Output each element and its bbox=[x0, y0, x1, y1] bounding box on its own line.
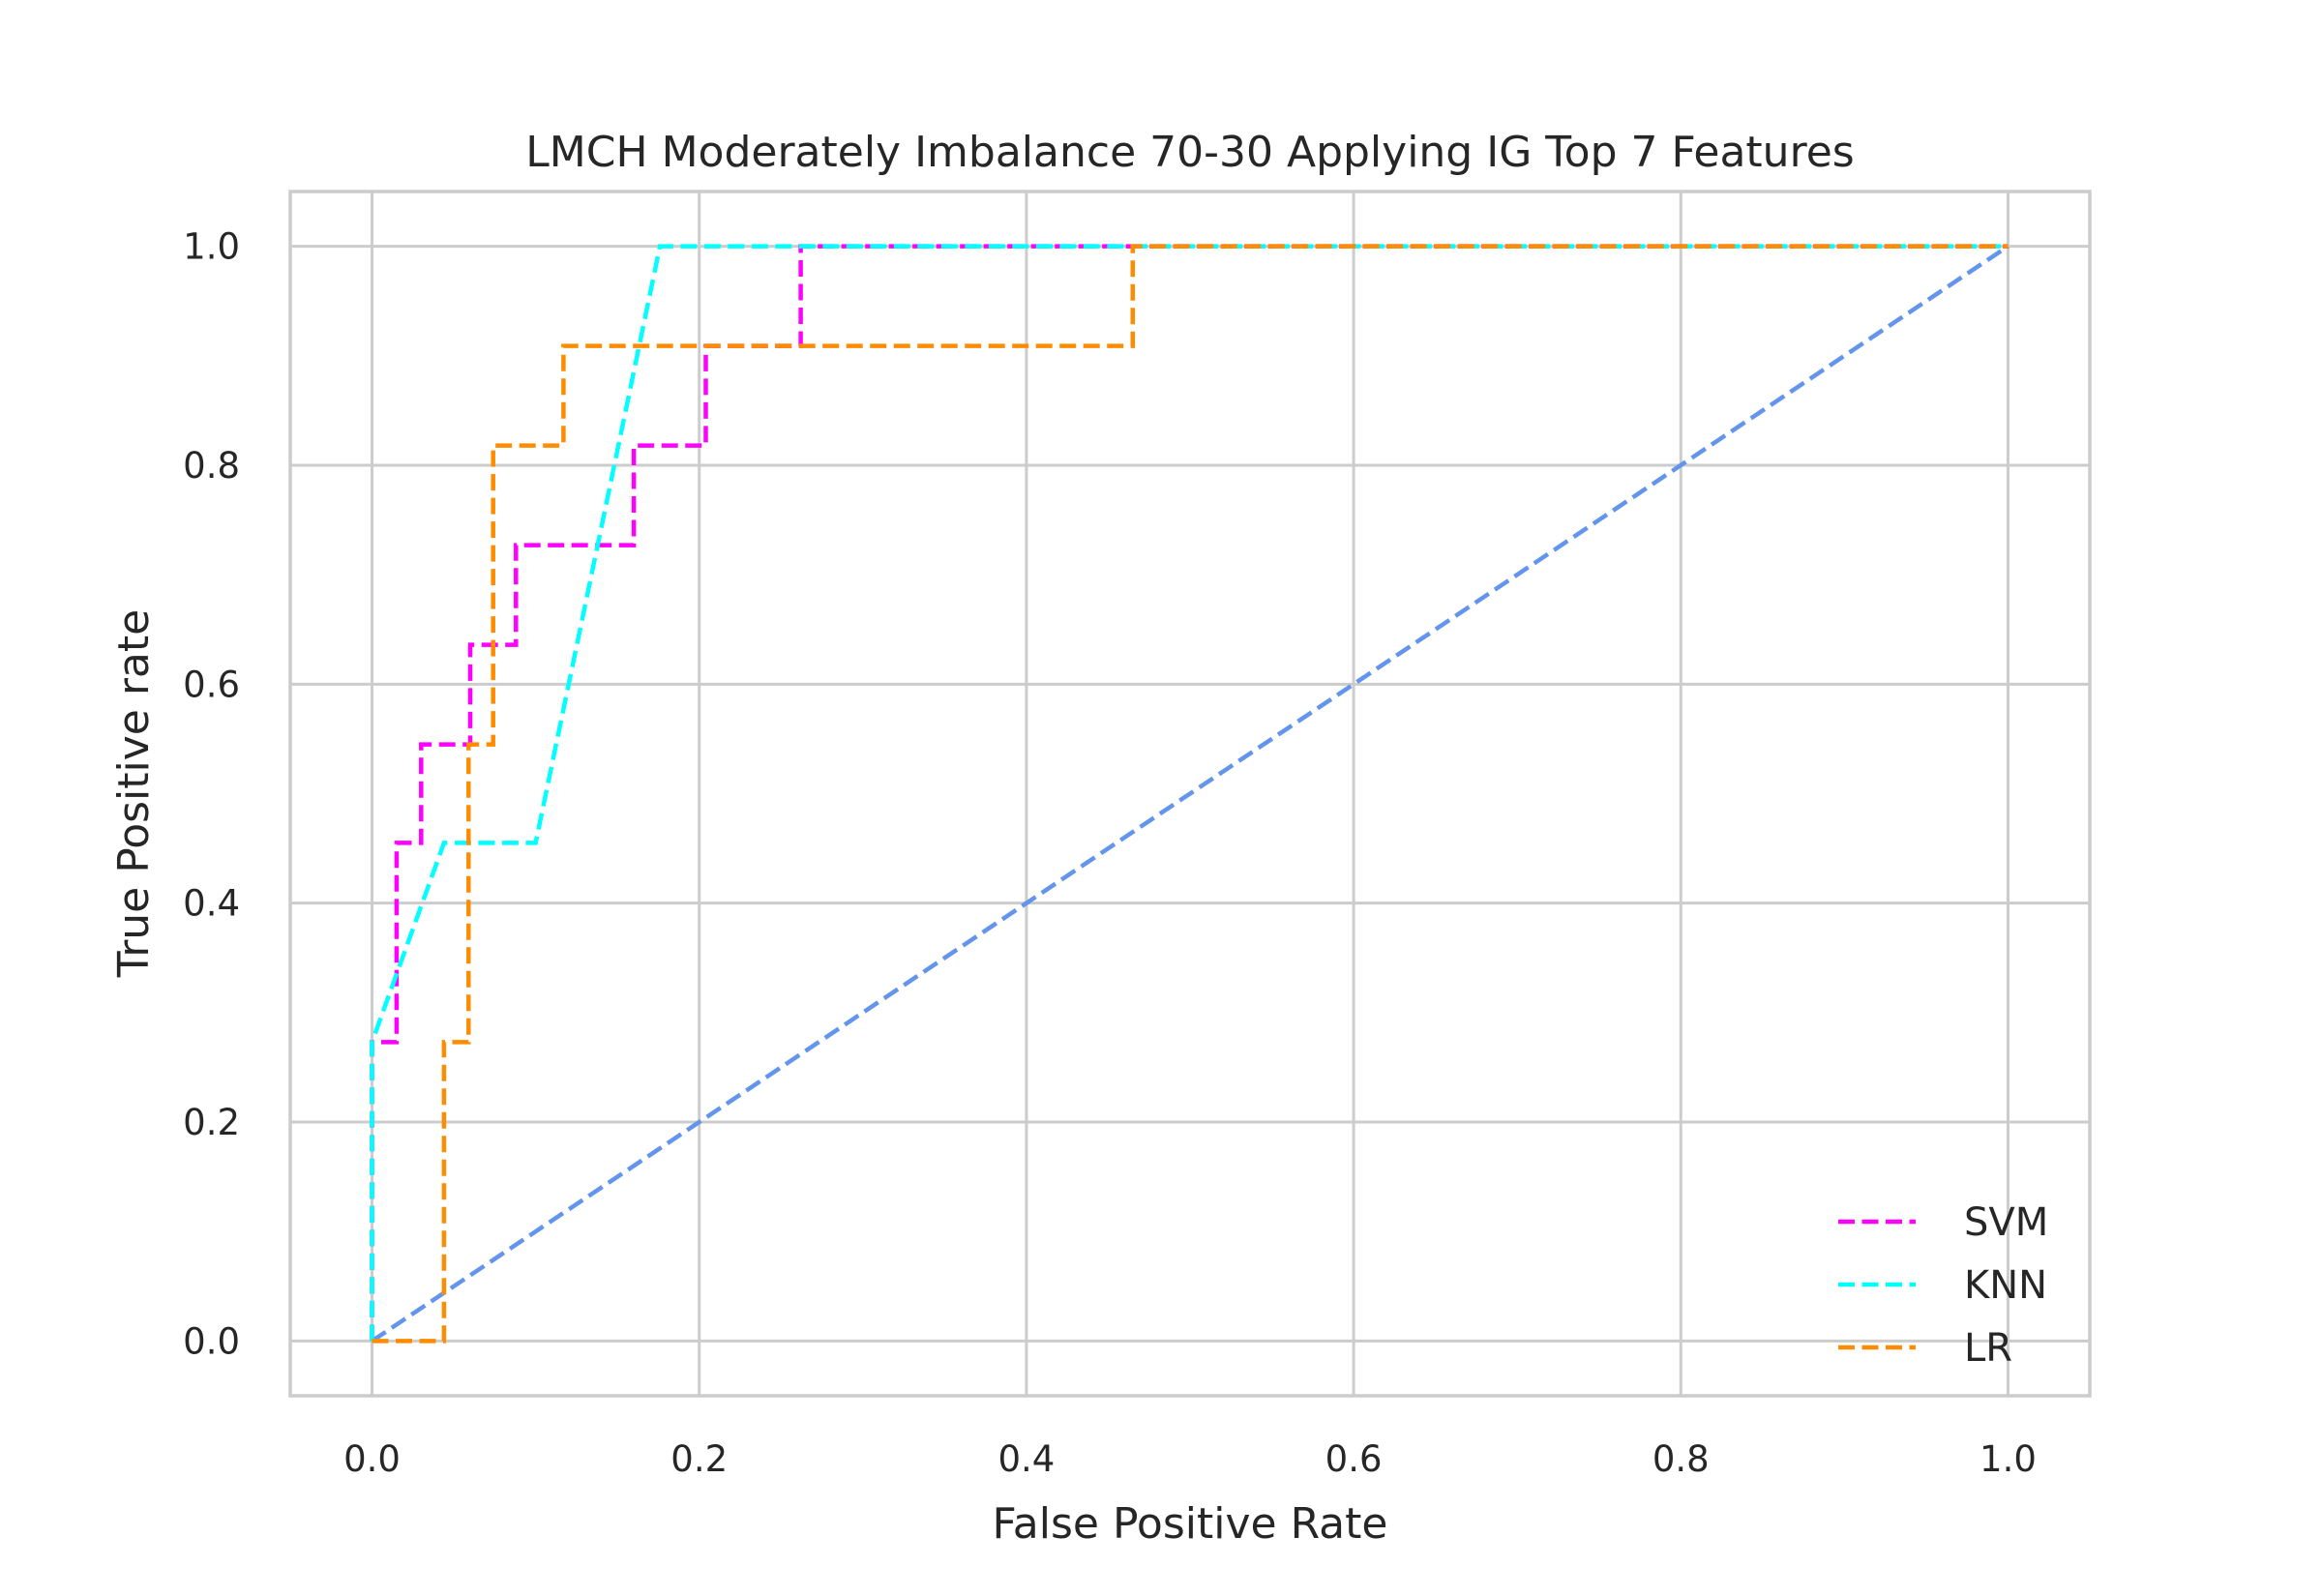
series-line-lr bbox=[372, 244, 2009, 1344]
legend-label-svm: SVM bbox=[1964, 1200, 2048, 1245]
series-lines bbox=[370, 244, 2009, 1344]
y-tick-label: 0.8 bbox=[183, 445, 240, 487]
grid bbox=[290, 192, 2090, 1396]
series-line-knn bbox=[370, 244, 2009, 1342]
chart-title: LMCH Moderately Imbalance 70-30 Applying… bbox=[525, 128, 1854, 177]
x-tick-labels: 0.0 0.2 0.4 0.6 0.8 1.0 bbox=[343, 1438, 2037, 1480]
x-tick-label: 0.8 bbox=[1652, 1438, 1710, 1480]
y-axis-label: True Positive rate bbox=[109, 609, 159, 978]
y-tick-label: 0.2 bbox=[183, 1102, 240, 1143]
plot-frame bbox=[288, 190, 2092, 1398]
x-tick-label: 0.2 bbox=[670, 1438, 728, 1480]
legend-label-knn: KNN bbox=[1964, 1263, 2047, 1308]
y-tick-label: 0.0 bbox=[183, 1320, 240, 1362]
y-tick-label: 1.0 bbox=[183, 226, 240, 268]
x-tick-label: 0.4 bbox=[997, 1438, 1055, 1480]
x-tick-label: 1.0 bbox=[1980, 1438, 2037, 1480]
y-tick-label: 0.4 bbox=[183, 883, 240, 925]
legend-label-lr: LR bbox=[1964, 1326, 2012, 1371]
x-tick-label: 0.6 bbox=[1325, 1438, 1383, 1480]
x-axis-label: False Positive Rate bbox=[993, 1499, 1388, 1549]
y-tick-label: 0.6 bbox=[183, 664, 240, 705]
x-tick-label: 0.0 bbox=[343, 1438, 401, 1480]
y-tick-labels: 0.0 0.2 0.4 0.6 0.8 1.0 bbox=[183, 226, 240, 1363]
legend: SVM KNN LR bbox=[1838, 1200, 2048, 1371]
reference-diagonal-line bbox=[371, 244, 2009, 1344]
